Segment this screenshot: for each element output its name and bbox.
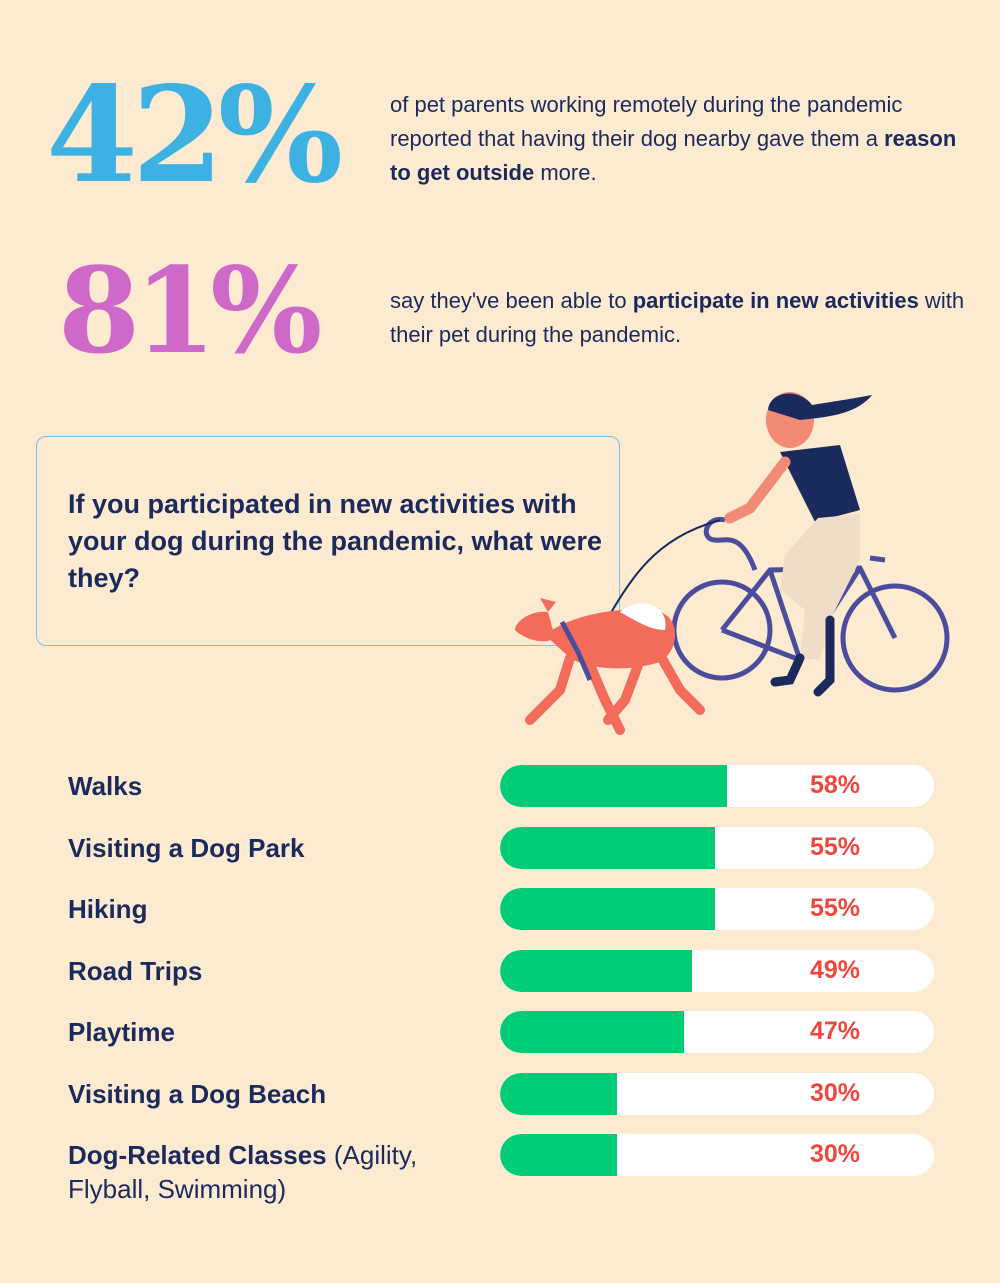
bar-fill bbox=[500, 1073, 617, 1115]
bar-row-visiting-a-dog-beach: Visiting a Dog Beach 30% bbox=[0, 1071, 1000, 1115]
woman-cycling-with-dog-illustration bbox=[515, 392, 950, 735]
bar-label-text: Walks bbox=[68, 771, 143, 801]
bar-fill bbox=[500, 827, 715, 869]
bar-label-text: Hiking bbox=[68, 894, 148, 924]
stat-text-1-before: of pet parents working remotely during t… bbox=[390, 92, 903, 151]
stat-text-1: of pet parents working remotely during t… bbox=[390, 88, 970, 190]
bar-value-label: 47% bbox=[809, 1017, 861, 1045]
bar-fill bbox=[500, 1134, 617, 1176]
bar-label: Dog-Related Classes (Agility, Flyball, S… bbox=[68, 1138, 488, 1206]
bar-label: Playtime bbox=[68, 1015, 488, 1049]
stat-value-1: 42% bbox=[46, 58, 343, 213]
bar-label: Visiting a Dog Park bbox=[68, 831, 488, 865]
bar-track bbox=[500, 888, 934, 930]
question-box bbox=[36, 436, 620, 646]
stat-text-2-bold: participate in new activities bbox=[632, 288, 919, 313]
stat-text-2-before: say they've been able to bbox=[390, 288, 633, 313]
bar-value-label: 49% bbox=[809, 956, 861, 984]
bar-label-text: Playtime bbox=[68, 1017, 175, 1047]
bar-value-label: 58% bbox=[809, 771, 861, 799]
bar-track bbox=[500, 765, 934, 807]
bar-value-label: 55% bbox=[809, 833, 861, 861]
stat-text-1-after: more. bbox=[534, 160, 597, 185]
bar-value-label: 30% bbox=[809, 1140, 861, 1168]
bar-fill bbox=[500, 765, 727, 807]
bar-label: Visiting a Dog Beach bbox=[68, 1077, 488, 1111]
bar-track bbox=[500, 1011, 934, 1053]
bar-fill bbox=[500, 1011, 684, 1053]
bar-track bbox=[500, 1073, 934, 1115]
bar-label: Walks bbox=[68, 769, 488, 803]
bar-track bbox=[500, 1134, 934, 1176]
stat-value-2: 81% bbox=[58, 241, 322, 380]
bar-label-note: (Agility, Flyball, Swimming) bbox=[68, 1140, 418, 1204]
bar-label-text: Road Trips bbox=[68, 956, 203, 986]
bar-row-walks: Walks 58% bbox=[0, 763, 1000, 807]
bar-fill bbox=[500, 888, 715, 930]
bar-label-text: Dog-Related Classes bbox=[68, 1140, 327, 1170]
bar-row-visiting-a-dog-park: Visiting a Dog Park 55% bbox=[0, 825, 1000, 869]
stat-text-2: say they've been able to participate in … bbox=[390, 284, 970, 352]
bar-value-label: 30% bbox=[809, 1079, 861, 1107]
bar-row-playtime: Playtime 47% bbox=[0, 1009, 1000, 1053]
bar-label: Road Trips bbox=[68, 954, 488, 988]
bar-label-text: Visiting a Dog Beach bbox=[68, 1079, 327, 1109]
question-heading: If you participated in new activities wi… bbox=[68, 489, 603, 593]
bar-fill bbox=[500, 950, 692, 992]
bar-track bbox=[500, 950, 934, 992]
bar-label: Hiking bbox=[68, 892, 488, 926]
stat-text-1-bold: reason to get outside bbox=[390, 126, 957, 185]
stat-text-2-after: with their pet during the pandemic. bbox=[390, 288, 965, 347]
bar-row-dog-related-classes: Dog-Related Classes (Agility, Flyball, S… bbox=[0, 1132, 1000, 1204]
bar-row-hiking: Hiking 55% bbox=[0, 886, 1000, 930]
bar-label-text: Visiting a Dog Park bbox=[68, 833, 305, 863]
bar-row-road-trips: Road Trips 49% bbox=[0, 948, 1000, 992]
bar-track bbox=[500, 827, 934, 869]
bar-value-label: 55% bbox=[809, 894, 861, 922]
